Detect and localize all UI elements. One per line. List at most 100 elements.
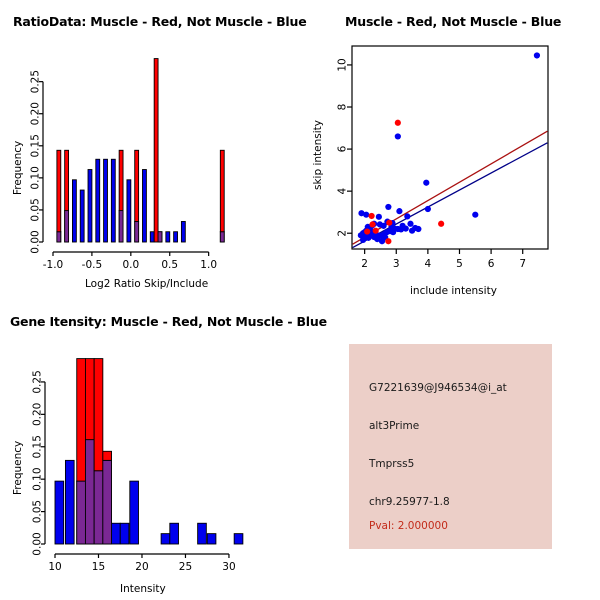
x-tick-label: 6 [488, 258, 495, 270]
ratio-y-axis-title: Frequency [12, 140, 24, 195]
histogram-bar-overlap [64, 210, 70, 243]
x-tick-label: 2 [361, 258, 368, 270]
histogram-bar-blue [169, 522, 179, 545]
ratio-histogram-panel: RatioData: Muscle - Red, Not Muscle - Bl… [0, 0, 307, 300]
scatter-point [408, 227, 416, 234]
histogram-bar-overlap [118, 210, 124, 243]
ratio-histogram-svg: 0.00 0.05 0.10 0.15 0.20 0.25 -1.0 -0.5 0.0 0.5 1.… [30, 58, 225, 271]
histogram-bar-blue [111, 522, 121, 545]
scatter-point [385, 203, 392, 211]
histogram-bar-red [219, 149, 225, 233]
histogram-bar-blue [103, 158, 108, 243]
histogram-bar-red [134, 149, 140, 222]
plot-frame [351, 45, 549, 250]
histogram-bar-blue [233, 533, 244, 545]
scatter-point [369, 221, 376, 228]
gene-histogram-svg: 0.00 0.05 0.10 0.15 0.20 0.25 10 15 20 25 30 [32, 358, 244, 573]
regression-line [352, 142, 548, 249]
gene-intensity-panel: Gene Itensity: Muscle - Red, Not Muscle … [0, 300, 327, 600]
x-tick-label: 30 [222, 561, 235, 573]
locus-text: chr9.25977-1.8 [369, 496, 450, 508]
histogram-bar-blue [72, 179, 77, 243]
y-tick-label: 0.10 [30, 166, 42, 189]
histogram-bar-red [64, 149, 70, 212]
y-tick-label: 0.00 [32, 532, 44, 555]
y-tick-label: 0.25 [32, 370, 44, 393]
histogram-bar-blue [119, 522, 130, 545]
ratio-x-axis-title: Log2 Ratio Skip/Include [85, 278, 209, 290]
scatter-content [352, 52, 548, 249]
scatter-point [438, 220, 445, 227]
x-tick-label: 10 [48, 561, 61, 573]
histogram-bar-overlap [84, 439, 95, 545]
scatter-point [385, 238, 392, 245]
y-tick-label: 0.00 [30, 230, 42, 253]
histogram-bar-blue [142, 169, 147, 243]
x-tick-label: -1.0 [43, 259, 64, 271]
scatter-point [372, 227, 379, 234]
scatter-point [407, 220, 414, 227]
histogram-bar-red [76, 358, 86, 482]
scatter-point [415, 225, 422, 233]
scatter-point [399, 222, 406, 229]
intensity-scatter-svg: 2 4 6 8 10 2 3 4 5 6 7 [337, 45, 549, 270]
scatter-point [358, 210, 365, 217]
histogram-bar-red [56, 149, 62, 233]
x-tick-label: 25 [179, 561, 192, 573]
x-tick-label: 4 [425, 258, 432, 270]
scatter-point [404, 213, 411, 220]
gene-info-panel: G7221639@J946534@i_at alt3Prime Tmprss5 … [300, 300, 600, 600]
intensity-scatter-group: 2 4 6 8 10 2 3 4 5 6 7 [337, 45, 549, 270]
histogram-bar-overlap [93, 470, 104, 545]
histogram-bar-blue [79, 189, 85, 243]
y-tick-label: 0.15 [32, 435, 44, 458]
scatter-point [363, 211, 370, 218]
histogram-bar-overlap [56, 231, 62, 243]
probe-id-text: G7221639@J946534@i_at [369, 382, 507, 394]
histogram-bar-overlap [102, 459, 112, 545]
y-tick-label: 0.05 [32, 500, 44, 523]
scatter-point [368, 212, 375, 220]
histogram-bar-red [84, 358, 95, 441]
x-tick-label: 15 [92, 561, 105, 573]
y-tick-label: 0.20 [30, 102, 42, 125]
ratio-plot-title: RatioData: Muscle - Red, Not Muscle - Bl… [13, 14, 307, 29]
scatter-point [533, 52, 541, 59]
x-tick-label: 20 [135, 561, 148, 573]
x-tick-label: 0.5 [161, 259, 178, 271]
gene-y-axis-title: Frequency [12, 440, 24, 495]
scatter-point [423, 179, 430, 186]
histogram-bar-blue [110, 158, 116, 243]
y-tick-label: 6 [337, 145, 349, 152]
y-tick-label: 0.25 [30, 70, 42, 93]
histogram-bar-blue [95, 158, 101, 243]
histogram-bar-blue [180, 221, 186, 243]
y-tick-label: 0.05 [30, 198, 42, 221]
scatter-point [424, 205, 431, 213]
scatter-x-axis-title: include intensity [410, 285, 497, 297]
scatter-point [363, 233, 370, 240]
histogram-bar-blue [126, 179, 132, 243]
scatter-point [375, 213, 382, 220]
y-tick-label: 8 [337, 104, 349, 111]
scatter-y-axis-title: skip intensity [312, 120, 324, 190]
gene-plot-title: Gene Itensity: Muscle - Red, Not Muscle … [10, 314, 327, 329]
scatter-point [371, 233, 378, 241]
gene-symbol-text: Tmprss5 [369, 458, 415, 470]
scatter-point [394, 133, 401, 140]
x-tick-label: -0.5 [82, 259, 103, 271]
histogram-bar-blue [197, 522, 207, 545]
histogram-bar-overlap [134, 221, 140, 243]
scatter-plot-title: Muscle - Red, Not Muscle - Blue [345, 14, 562, 29]
histogram-bar-blue [160, 533, 171, 545]
histogram-bar-blue [64, 459, 75, 545]
histogram-bar-blue [149, 231, 155, 243]
x-tick-label: 5 [456, 258, 463, 270]
scatter-point [389, 229, 397, 236]
pval-text: Pval: 2.000000 [369, 520, 448, 532]
y-tick-label: 0.15 [30, 134, 42, 157]
x-tick-label: 3 [393, 258, 400, 270]
histogram-bar-blue [206, 533, 217, 545]
histogram-bar-blue [54, 480, 65, 545]
x-tick-label: 1.0 [200, 259, 217, 271]
